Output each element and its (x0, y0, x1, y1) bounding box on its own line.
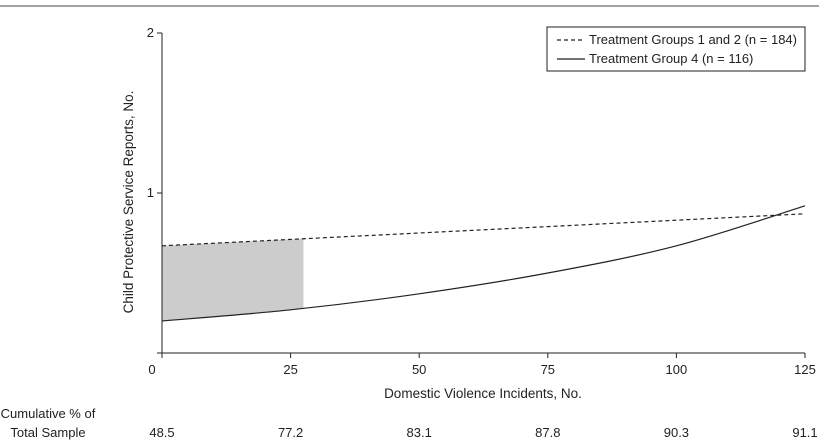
x-tick-label: 25 (283, 362, 297, 377)
cumulative-row: Cumulative % of Total Sample 48.5 77.2 83.… (1, 406, 818, 440)
cumulative-value: 77.2 (278, 425, 303, 440)
shaded-region (162, 238, 304, 321)
x-ticks: 0 25 50 75 100 125 (148, 353, 816, 377)
legend-box (546, 26, 806, 72)
cumulative-value: 90.3 (664, 425, 689, 440)
cumulative-value: 91.1 (792, 425, 817, 440)
y-ticks: 12 (147, 25, 162, 354)
legend: Treatment Groups 1 and 2 (n = 184) Treat… (546, 26, 806, 72)
cumulative-label-line2: Total Sample (10, 425, 85, 440)
legend-entry-1: Treatment Groups 1 and 2 (n = 184) (589, 32, 797, 47)
series-line-1 (161, 213, 806, 247)
x-tick-label: 100 (666, 362, 688, 377)
x-tick-label: 125 (794, 362, 816, 377)
cumulative-value: 87.8 (535, 425, 560, 440)
cumulative-value: 83.1 (407, 425, 432, 440)
cumulative-label-line1: Cumulative % of (1, 406, 96, 421)
series-line-2 (161, 205, 806, 322)
x-tick-label: 75 (541, 362, 555, 377)
x-axis-label: Domestic Violence Incidents, No. (384, 386, 582, 401)
legend-entry-2: Treatment Group 4 (n = 116) (589, 51, 753, 66)
y-tick-label: 2 (147, 25, 154, 40)
x-tick-label: 50 (412, 362, 426, 377)
plot-area (161, 205, 806, 322)
x-tick-label: 0 (148, 362, 155, 377)
cumulative-value: 48.5 (149, 425, 174, 440)
y-tick-label: 1 (147, 185, 154, 200)
y-axis-label: Child Protective Service Reports, No. (121, 91, 136, 314)
